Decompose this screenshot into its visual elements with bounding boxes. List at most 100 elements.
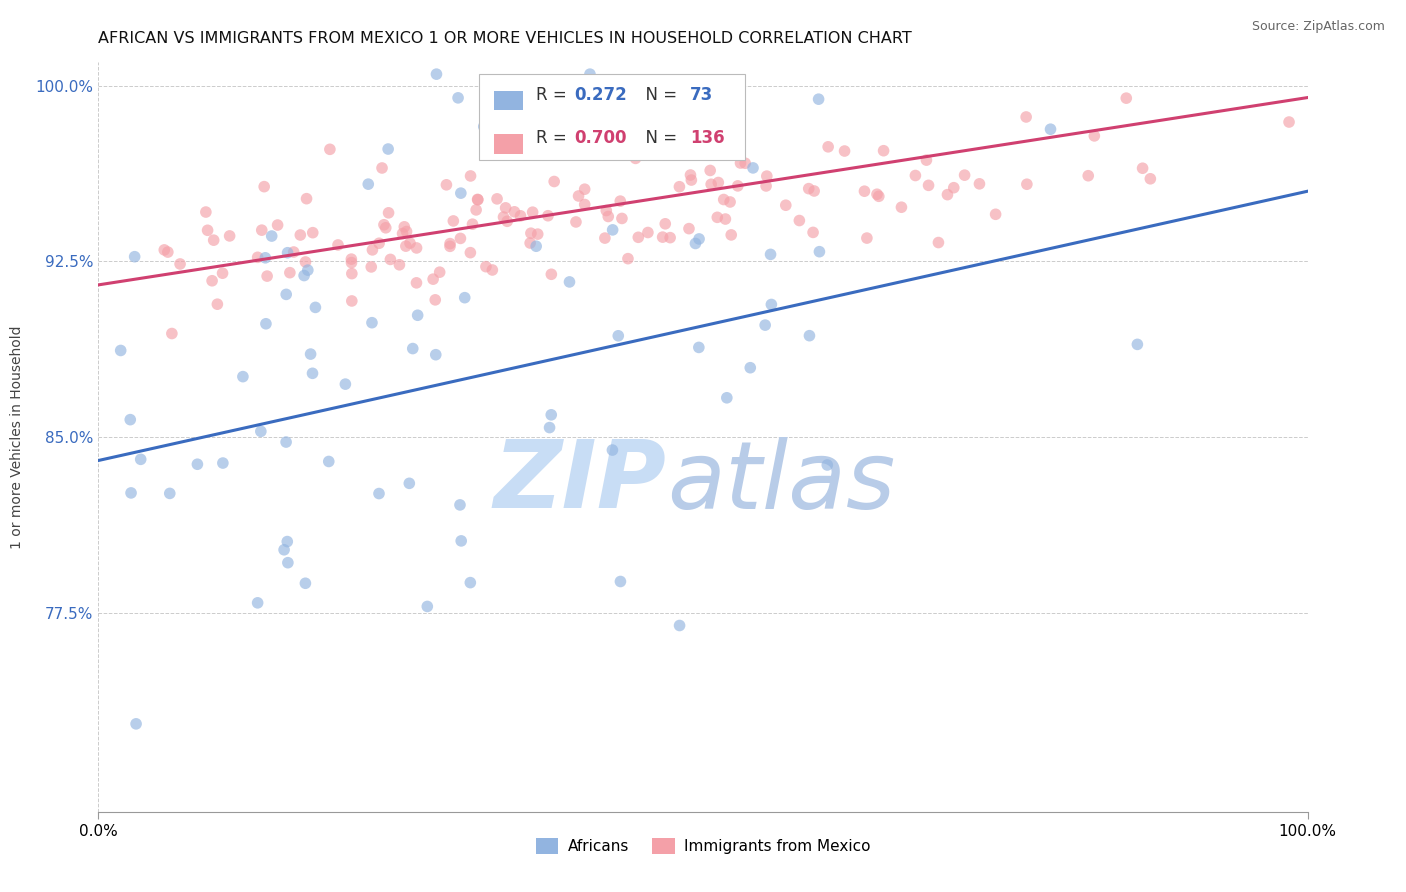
Point: [373, 218, 395, 232]
Point: [706, 211, 728, 225]
Point: [1015, 178, 1038, 192]
Point: [371, 161, 394, 175]
Point: [853, 184, 876, 198]
Point: [297, 263, 319, 277]
Point: [688, 340, 710, 354]
Point: [449, 498, 471, 512]
Point: [292, 268, 315, 283]
Point: [617, 252, 640, 266]
Point: [429, 265, 451, 279]
Point: [495, 201, 517, 215]
Point: [927, 235, 949, 250]
Point: [681, 173, 703, 187]
Point: [596, 113, 619, 128]
Point: [540, 408, 562, 422]
Point: [460, 245, 482, 260]
Point: [439, 236, 461, 251]
Point: [395, 225, 418, 239]
Point: [125, 716, 148, 731]
Text: R =: R =: [536, 86, 571, 103]
Point: [278, 266, 301, 280]
Point: [461, 217, 484, 231]
Point: [718, 194, 741, 209]
Point: [260, 229, 283, 244]
Point: [425, 293, 447, 307]
Point: [450, 533, 472, 548]
Point: [668, 179, 690, 194]
Point: [817, 140, 839, 154]
Point: [953, 168, 976, 182]
Point: [1039, 122, 1062, 136]
Point: [405, 241, 427, 255]
Point: [436, 178, 458, 192]
Point: [807, 92, 830, 106]
Point: [815, 458, 838, 472]
Point: [808, 244, 831, 259]
Point: [277, 245, 299, 260]
Point: [685, 236, 707, 251]
Point: [395, 239, 418, 253]
Point: [637, 226, 659, 240]
Point: [294, 576, 316, 591]
Point: [447, 91, 470, 105]
Point: [574, 182, 596, 196]
Text: 0.700: 0.700: [574, 129, 627, 147]
Point: [449, 231, 471, 245]
Point: [388, 258, 411, 272]
Point: [319, 142, 342, 156]
Point: [627, 230, 650, 244]
Point: [194, 205, 217, 219]
Point: [565, 215, 588, 229]
Point: [276, 287, 298, 301]
Point: [129, 452, 152, 467]
Point: [159, 486, 181, 500]
Point: [402, 342, 425, 356]
Point: [713, 193, 735, 207]
Text: AFRICAN VS IMMIGRANTS FROM MEXICO 1 OR MORE VEHICLES IN HOUSEHOLD CORRELATION CH: AFRICAN VS IMMIGRANTS FROM MEXICO 1 OR M…: [98, 31, 912, 46]
Point: [207, 297, 229, 311]
Point: [377, 142, 399, 156]
Point: [679, 168, 702, 182]
Bar: [479, 74, 745, 160]
Point: [759, 247, 782, 261]
Point: [416, 599, 439, 614]
Point: [405, 276, 427, 290]
Point: [246, 250, 269, 264]
Text: ZIP: ZIP: [494, 436, 666, 528]
Point: [361, 316, 384, 330]
Y-axis label: 1 or more Vehicles in Household: 1 or more Vehicles in Household: [10, 326, 24, 549]
Point: [598, 210, 620, 224]
Point: [465, 202, 488, 217]
Point: [524, 239, 547, 253]
Point: [425, 348, 447, 362]
Point: [1126, 337, 1149, 351]
Point: [520, 226, 543, 240]
Point: [211, 266, 233, 280]
Point: [467, 193, 489, 207]
Point: [153, 243, 176, 257]
Point: [754, 318, 776, 332]
Point: [593, 231, 616, 245]
Point: [761, 297, 783, 311]
Point: [775, 198, 797, 212]
Point: [868, 189, 890, 203]
Point: [254, 317, 277, 331]
Point: [186, 457, 208, 471]
Point: [246, 596, 269, 610]
Point: [595, 203, 617, 218]
Point: [866, 187, 889, 202]
Point: [742, 161, 765, 175]
Point: [406, 308, 429, 322]
Point: [391, 227, 413, 241]
Point: [610, 211, 633, 226]
Text: R =: R =: [536, 129, 571, 147]
Point: [299, 347, 322, 361]
Point: [678, 221, 700, 235]
Point: [574, 197, 596, 211]
Point: [492, 210, 515, 224]
Point: [160, 326, 183, 341]
Point: [1278, 115, 1301, 129]
Point: [700, 178, 723, 192]
Point: [1115, 91, 1137, 105]
Point: [318, 454, 340, 468]
